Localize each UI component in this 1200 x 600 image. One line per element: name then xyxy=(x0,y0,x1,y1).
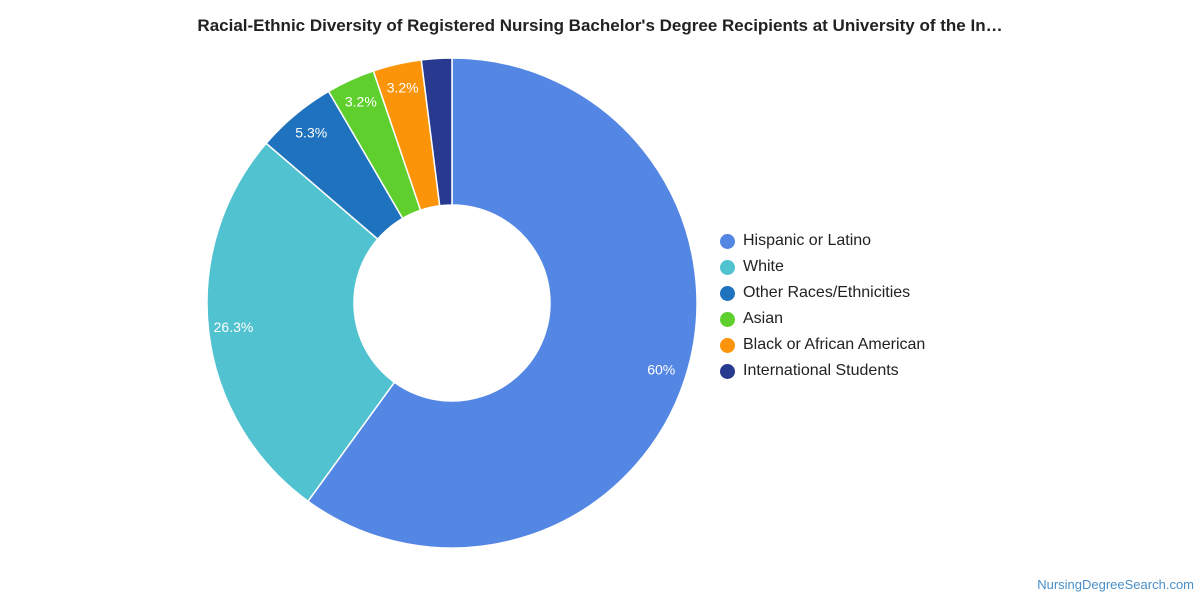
legend-item-hispanic-or-latino[interactable]: Hispanic or Latino xyxy=(720,228,925,254)
legend-item-black-or-african-american[interactable]: Black or African American xyxy=(720,332,925,358)
legend-item-white[interactable]: White xyxy=(720,254,925,280)
slice-hispanic-or-latino xyxy=(306,57,698,549)
legend-label: Asian xyxy=(743,310,784,327)
legend-swatch-icon xyxy=(720,311,735,327)
slice-white xyxy=(206,142,396,503)
legend-item-international-students[interactable]: International Students xyxy=(720,358,925,384)
slice-label-black-or-african-american: 3.2% xyxy=(387,79,419,95)
labels-group: 60% 26.3% 5.3% 3.2% 3.2% xyxy=(214,79,676,377)
legend-swatch-icon xyxy=(720,363,735,379)
legend-swatch-icon xyxy=(720,233,735,249)
legend-item-asian[interactable]: Asian xyxy=(720,306,925,332)
legend-label: Other Races/Ethnicities xyxy=(743,284,911,301)
legend-swatch-icon xyxy=(720,259,735,275)
legend-label: Black or African American xyxy=(743,336,926,353)
slice-label-hispanic-or-latino: 60% xyxy=(647,362,675,378)
legend-label: Hispanic or Latino xyxy=(743,232,872,249)
legend-item-other-races-ethnicities[interactable]: Other Races/Ethnicities xyxy=(720,280,925,306)
slice-label-other-races-ethnicities: 5.3% xyxy=(295,125,327,141)
slice-international-students xyxy=(420,57,453,207)
legend-label: White xyxy=(743,258,784,275)
slices-group xyxy=(206,57,698,549)
legend-swatch-icon xyxy=(720,285,735,301)
legend-swatch-icon xyxy=(720,337,735,353)
watermark: NursingDegreeSearch.com xyxy=(1037,577,1194,592)
legend-label: International Students xyxy=(743,362,899,379)
legend: Hispanic or Latino White Other Races/Ethni… xyxy=(720,228,925,384)
slice-label-asian: 3.2% xyxy=(345,93,377,109)
slice-label-white: 26.3% xyxy=(214,319,254,335)
chart-title: Racial-Ethnic Diversity of Registered Nu… xyxy=(197,16,1003,35)
